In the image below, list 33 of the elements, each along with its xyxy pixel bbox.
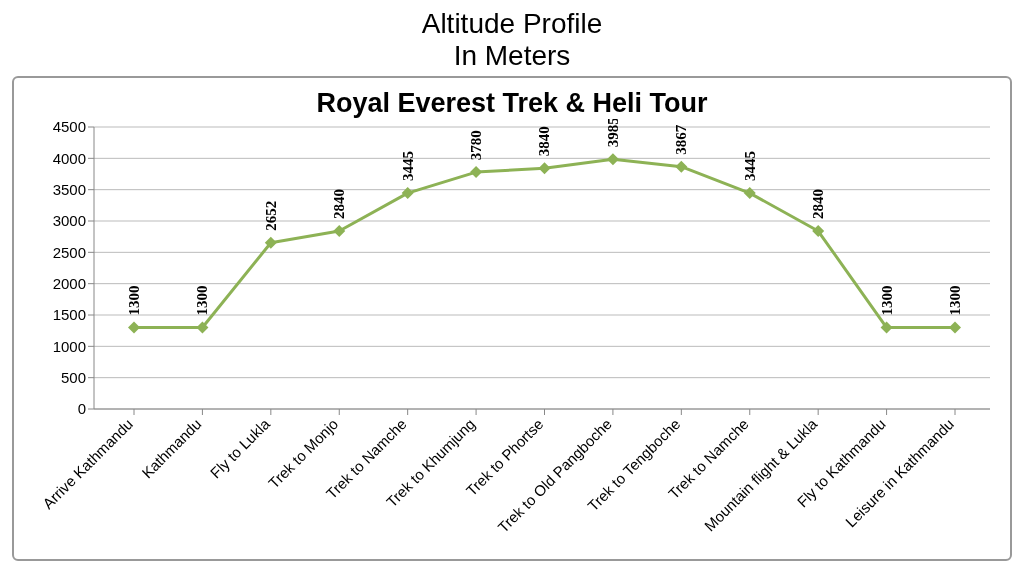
point	[812, 225, 825, 238]
y-tick-label: 1500	[52, 306, 86, 324]
data-label: 1300	[947, 285, 963, 316]
point	[949, 321, 961, 334]
y-tick-label: 3500	[52, 180, 86, 198]
data-label: 2652	[262, 200, 279, 231]
chart-title: Altitude Profile In Meters	[420, 8, 604, 72]
point	[401, 187, 414, 200]
point	[743, 187, 756, 200]
y-tick-label: 4500	[52, 118, 86, 136]
y-tick-label: 2000	[52, 274, 86, 292]
point	[333, 225, 346, 238]
point	[606, 153, 619, 166]
y-tick-label: 4000	[52, 149, 86, 167]
data-label: 2840	[331, 189, 348, 220]
y-tick-label: 0	[77, 400, 86, 418]
data-label: 1300	[194, 285, 211, 316]
data-label: 1300	[878, 285, 895, 316]
y-tick-label: 2500	[52, 243, 86, 261]
y-tick-label: 3000	[52, 212, 86, 230]
data-label: 1300	[126, 285, 142, 316]
point	[264, 236, 277, 249]
data-label: 3445	[741, 151, 758, 182]
y-tick-label: 1000	[52, 337, 86, 355]
data-label: 3840	[536, 126, 553, 157]
y-tick-label: 500	[60, 368, 86, 386]
point	[675, 160, 688, 173]
point	[128, 321, 140, 334]
data-label: 3867	[673, 124, 690, 155]
chart-subtitle: Royal Everest Trek & Heli Tour	[315, 88, 709, 119]
data-label: 3780	[468, 130, 485, 161]
data-label: 2840	[810, 189, 827, 220]
data-label: 3445	[399, 151, 416, 182]
